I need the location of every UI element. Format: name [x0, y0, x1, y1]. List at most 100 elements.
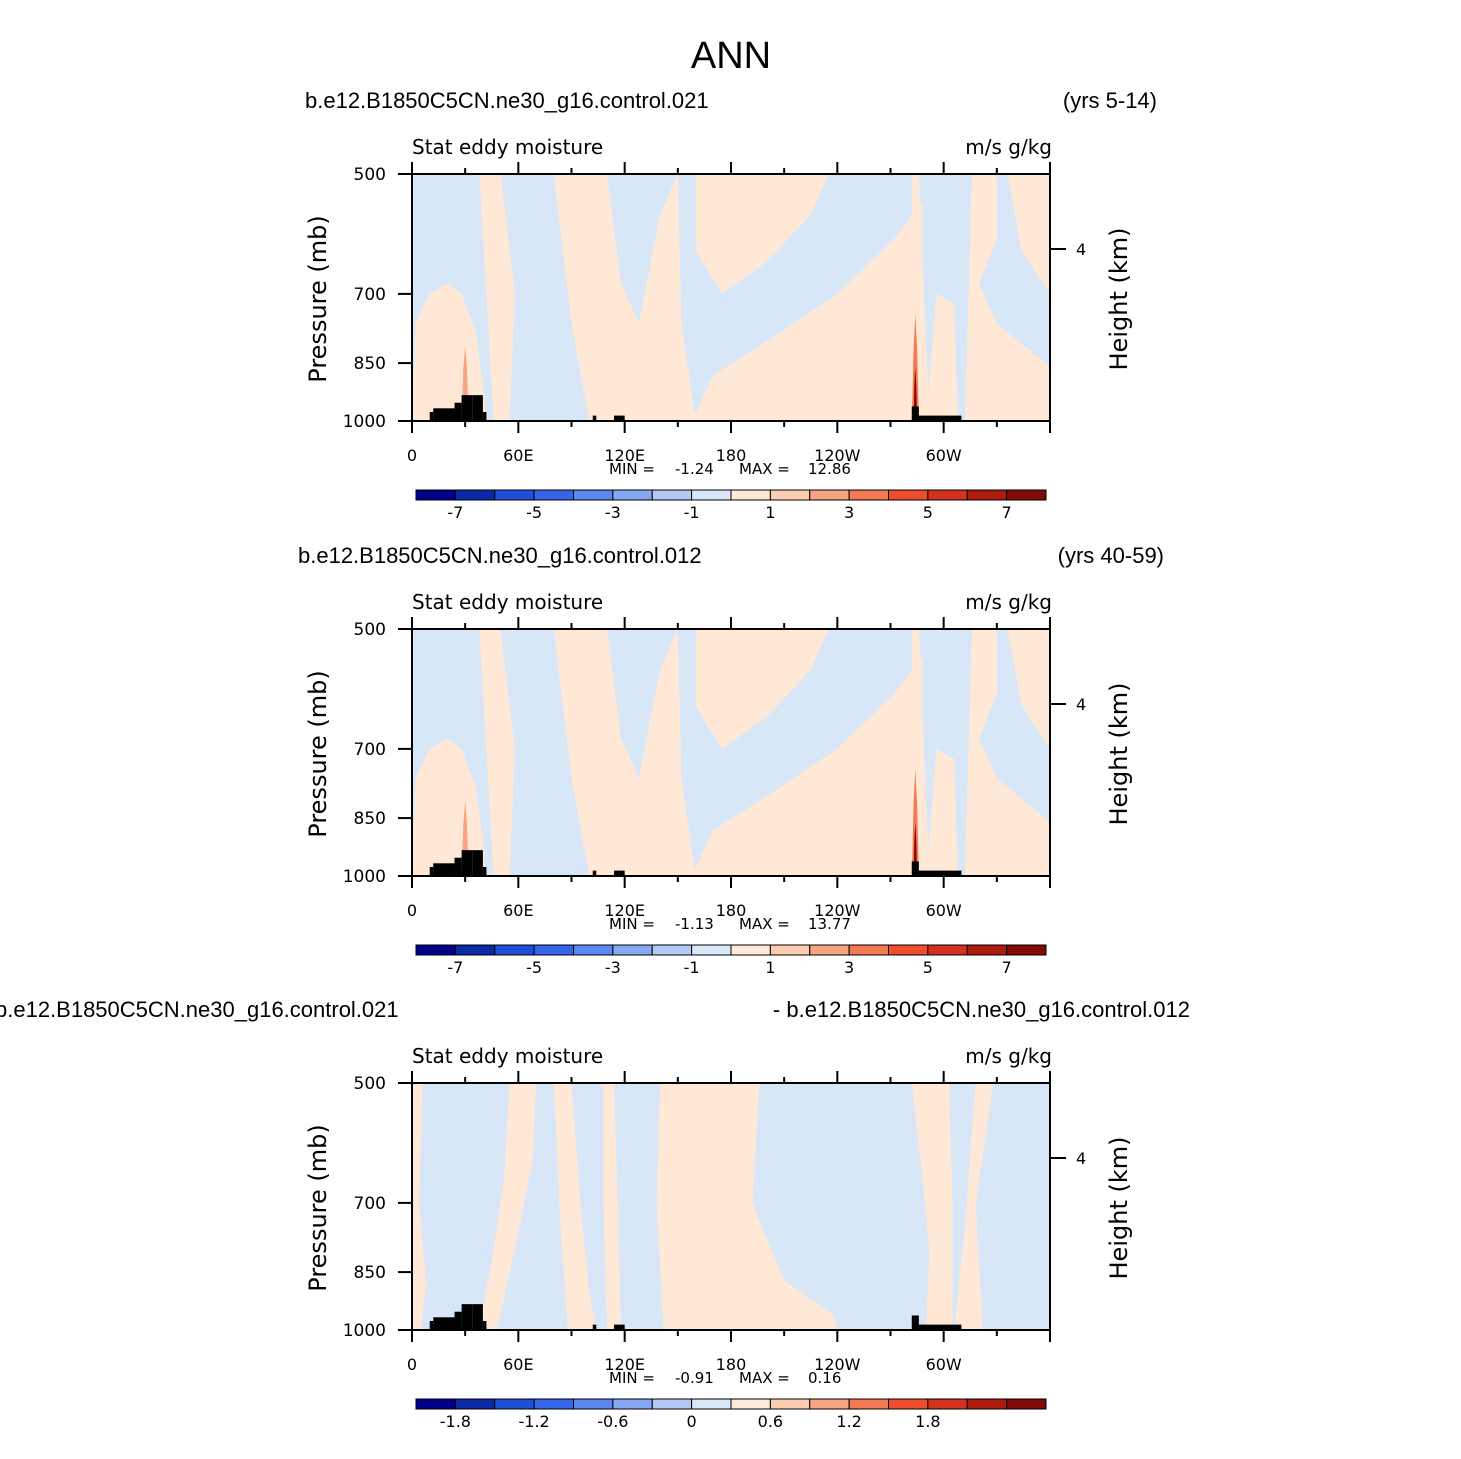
colorbar-label: -7 [447, 958, 463, 977]
colorbar: -1.8 -1.2 -0.6 0 0.6 1.2 1.8 [415, 1398, 1047, 1431]
terrain-block [472, 395, 483, 421]
terrain-block [454, 402, 462, 421]
min-label: MIN = [609, 1369, 655, 1387]
y-tick-label: 1000 [343, 412, 386, 432]
colorbar-box [927, 944, 968, 956]
x-tick-label: 0 [407, 1355, 417, 1374]
x-tick-label: 60E [503, 1355, 533, 1374]
colorbar-box [494, 489, 535, 501]
terrain-block [911, 1315, 919, 1330]
colorbar-box [730, 1398, 771, 1410]
max-value: 12.86 [808, 460, 851, 478]
colorbar-box [809, 1398, 850, 1410]
positive-field-region [1007, 174, 1050, 294]
colorbar-box [927, 489, 968, 501]
colorbar-box [612, 944, 653, 956]
positive-field-region [692, 201, 923, 421]
colorbar-label: 5 [923, 958, 933, 977]
positive-field-region [954, 1083, 994, 1330]
terrain-block [433, 408, 455, 421]
units-label: m/s g/kg [965, 1044, 1052, 1068]
colorbar-label: -3 [605, 958, 621, 977]
y-tick-label: 500 [354, 165, 386, 185]
colorbar-label: -7 [447, 503, 463, 522]
colorbar-box [415, 944, 456, 956]
terrain-block [461, 1304, 473, 1330]
colorbar-box [730, 944, 771, 956]
terrain-block [433, 1317, 455, 1330]
terrain-block [482, 866, 487, 876]
colorbar: -7 -5 -3 -1 1 3 5 7 [415, 489, 1047, 522]
y-axis-label: Pressure (mb) [304, 215, 332, 382]
colorbar-label: -1.8 [440, 1412, 471, 1431]
y-tick-label: 850 [354, 1263, 386, 1283]
x-tick-label: 120W [814, 901, 861, 920]
terrain-block [592, 415, 597, 421]
positive-field-region [911, 1083, 953, 1330]
colorbar-label: -1 [684, 503, 700, 522]
colorbar-box [730, 489, 771, 501]
colorbar-label: 1.8 [915, 1412, 940, 1431]
case-label: b.e12.B1850C5CN.ne30_g16.control.021 [0, 997, 399, 1022]
y-tick-label: 700 [354, 740, 386, 760]
colorbar-label: 7 [1002, 958, 1012, 977]
colorbar: -7 -5 -3 -1 1 3 5 7 [415, 944, 1047, 977]
y-tick-label: 700 [354, 285, 386, 305]
case-label: b.e12.B1850C5CN.ne30_g16.control.021 [305, 88, 709, 113]
colorbar-label: -1.2 [519, 1412, 550, 1431]
colorbar-label: -5 [526, 503, 542, 522]
positive-field-region [692, 656, 923, 876]
max-label: MAX = [739, 460, 790, 478]
y-axis-label-right: Height (km) [1105, 228, 1133, 371]
positive-field-region [695, 629, 829, 749]
x-tick-label: 180 [716, 1355, 747, 1374]
colorbar-label: 0 [687, 1412, 697, 1431]
colorbar-box [691, 1398, 732, 1410]
positive-field-region [553, 1083, 597, 1330]
terrain-block [429, 1320, 434, 1330]
x-tick-label: 180 [716, 901, 747, 920]
colorbar-box [888, 944, 929, 956]
chart-title: Stat eddy moisture [412, 590, 603, 614]
x-tick-label: 60W [926, 446, 962, 465]
colorbar-box [769, 1398, 811, 1410]
colorbar-label: 7 [1002, 503, 1012, 522]
colorbar-box [651, 1398, 693, 1410]
positive-field-region [964, 174, 1050, 421]
min-value: -1.24 [675, 460, 714, 478]
colorbar-box [651, 489, 693, 501]
positive-field-region [553, 174, 696, 421]
y-axis-label-right: Height (km) [1105, 683, 1133, 826]
positive-field-region [412, 738, 487, 876]
terrain-block [472, 1304, 483, 1330]
terrain-block [429, 411, 434, 421]
colorbar-box [691, 489, 732, 501]
terrain-block [614, 870, 625, 876]
x-tick-label: 60W [926, 1355, 962, 1374]
terrain-block [918, 1324, 962, 1330]
x-tick-label: 120W [814, 446, 861, 465]
terrain-block [454, 1311, 462, 1330]
max-value: 0.16 [808, 1369, 841, 1387]
x-tick-label: 120E [604, 901, 645, 920]
terrain-block [614, 415, 625, 421]
colorbar-box [612, 1398, 653, 1410]
terrain-block [918, 870, 962, 876]
y-axis-label-right: Height (km) [1105, 1137, 1133, 1280]
x-tick-label: 60W [926, 901, 962, 920]
colorbar-box [1006, 944, 1047, 956]
positive-field-region [656, 1083, 838, 1330]
field-layer [412, 629, 1050, 876]
min-value: -1.13 [675, 915, 714, 933]
colorbar-box [769, 944, 811, 956]
hot-spot [911, 768, 919, 876]
colorbar-box [769, 489, 811, 501]
x-tick-label: 60E [503, 446, 533, 465]
y-tick-label: 850 [354, 809, 386, 829]
colorbar-label: 1 [765, 503, 775, 522]
colorbar-label: 1 [765, 958, 775, 977]
right-tick-label: 4 [1076, 1149, 1086, 1168]
max-label: MAX = [739, 1369, 790, 1387]
colorbar-box [454, 1398, 496, 1410]
years-label: (yrs 5-14) [1063, 88, 1157, 113]
